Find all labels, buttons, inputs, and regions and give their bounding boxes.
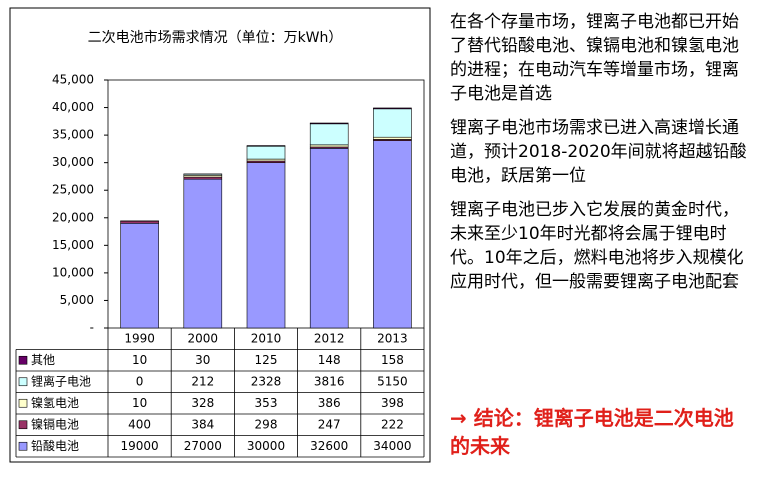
bar-segment [309,123,349,146]
table-value: 2328 [251,374,282,388]
y-tick-label: 45,000 [52,73,94,87]
bar-segment [183,178,223,329]
legend-swatch [18,398,28,408]
table-value: 30000 [247,439,285,453]
bar-segment [373,136,412,140]
x-tick-label: 1990 [124,331,155,345]
y-tick-label: 20,000 [52,210,94,224]
table-value: 125 [255,353,278,367]
table-value: 5150 [377,374,408,388]
legend-label: 镍镉电池 [31,417,79,431]
table-value: 400 [128,417,151,431]
table-value: 158 [381,353,404,367]
legend-label: 镍氢电池 [31,395,79,410]
table-value: 19000 [121,439,159,453]
table-value: 30 [195,353,210,367]
bar-segment [246,145,286,160]
table-value: 247 [318,417,341,431]
paragraph: 锂离子电池已步入它发展的黄金时代，未来至少10年时光都将会属于锂电时代。10年之… [450,200,744,292]
bar-segment [183,176,223,180]
paragraph: 锂离子电池市场需求已进入高速增长通道，预计2018-2020年间就将超越铅酸电池… [450,118,747,186]
table-value: 0 [136,374,144,388]
x-tick-label: 2012 [314,331,345,345]
table-value: 3816 [314,374,345,388]
legend-label: 铅酸电池 [31,438,79,453]
conclusion: → 结论：锂离子电池是二次电池的未来 [450,406,734,458]
notes: 在各个存量市场，锂离子电池都已开始了替代铅酸电池、镍镉电池和镍氢电池的进程；在电… [450,10,750,304]
legend-swatch [18,420,28,430]
table-value: 32600 [310,439,348,453]
table-value: 10 [132,396,147,410]
chart-title: 二次电池市场需求情况（单位：万kWh） [88,29,343,46]
legend-label: 其他 [31,353,55,367]
bar-segment [373,140,412,329]
y-tick-label: 10,000 [52,265,94,279]
y-tick-label: - [90,321,94,335]
bar-segment [373,107,412,110]
table-value: 212 [191,374,214,388]
table-value: 386 [318,396,341,410]
table-value: 353 [255,396,278,410]
table-value: 222 [381,417,404,431]
table-value: 384 [191,417,214,431]
x-tick-label: 2013 [377,331,408,345]
bar-segment [373,108,412,138]
bar-segment [120,222,159,329]
table-value: 398 [381,396,404,410]
chart: 二次电池市场需求情况（单位：万kWh） - 5,000 10,000 15,000 20… [9,7,431,463]
bar-segment [309,122,349,125]
table-value: 148 [318,353,341,367]
x-tick-label: 2010 [251,331,282,345]
bar-segment [120,220,159,224]
legend-swatch [18,441,28,451]
y-tick-label: 25,000 [52,183,94,197]
y-tick-label: 40,000 [52,100,94,114]
table-value: 34000 [373,439,411,453]
y-tick-label: 15,000 [52,238,94,252]
table-value: 298 [255,417,278,431]
table-value: 328 [191,396,214,410]
legend-label: 锂离子电池 [31,373,91,388]
y-tick-label: 5,000 [60,293,94,307]
bar-segment [309,148,349,329]
x-tick-label: 2000 [188,331,219,345]
legend-swatch [18,377,28,387]
bar-segment [309,144,349,148]
y-tick-label: 35,000 [52,128,94,142]
y-tick-label: 30,000 [52,155,94,169]
paragraph: 在各个存量市场，锂离子电池都已开始了替代铅酸电池、镍镉电池和镍氢电池的进程；在电… [450,12,739,104]
bar-segment [246,145,286,147]
table-value: 27000 [184,439,222,453]
table-value: 10 [132,353,147,367]
bar-segment [246,162,286,329]
legend-swatch [18,355,28,365]
